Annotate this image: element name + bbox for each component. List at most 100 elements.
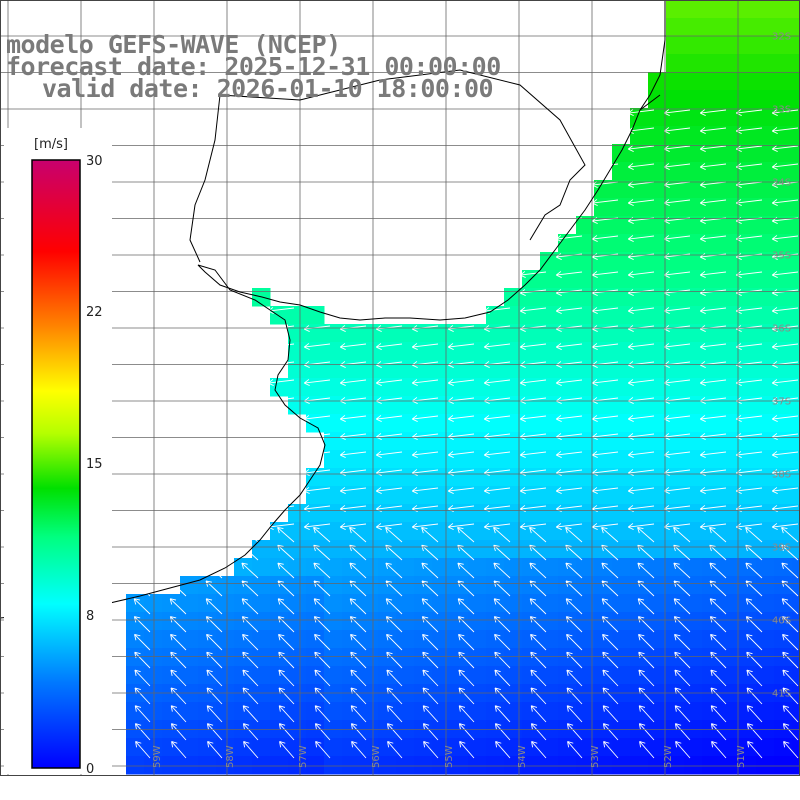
field-cell [324,702,343,721]
field-cell [180,756,199,775]
wind-arrow [531,740,547,759]
wind-arrow [386,705,403,723]
wind-arrow [493,526,511,543]
field-cell [756,450,775,469]
field-cell [792,648,800,667]
wind-arrow [303,415,331,422]
wind-arrow [278,723,295,741]
wind-arrow [422,669,439,687]
field-cell [540,270,559,289]
wind-arrow [339,415,367,422]
field-cell [756,126,775,145]
wind-arrow [241,544,259,561]
field-cell [702,666,721,685]
wind-arrow [771,397,799,404]
field-cell [414,702,433,721]
wind-arrow [267,325,295,332]
field-cell [540,450,559,469]
field-cell [504,414,523,433]
field-cell [648,522,667,541]
field-cell [792,450,800,469]
field-cell [648,126,667,145]
wind-arrow [483,379,511,386]
field-cell [612,378,631,397]
field-cell [180,612,199,631]
field-cell [288,630,307,649]
wind-arrow [735,379,763,386]
field-cell [234,648,253,667]
wind-arrow [457,526,475,543]
field-cell [540,324,559,343]
wind-arrow [674,705,691,723]
wind-arrow [699,235,727,242]
field-cell [396,522,415,541]
field-cell [792,108,800,127]
field-cell [774,0,793,19]
wind-arrow [735,523,763,530]
field-cell [738,756,757,775]
wind-arrow [555,397,583,404]
wind-arrow [746,633,763,651]
colorbar-ramp [31,159,81,769]
field-cell [162,702,181,721]
field-cell [216,756,235,775]
field-cell [594,666,613,685]
field-cell [576,378,595,397]
field-cell [756,0,775,19]
wind-arrow [422,633,439,651]
wind-arrow [601,562,619,579]
field-cell [720,234,739,253]
field-cell [720,414,739,433]
wind-arrow [710,705,727,723]
field-cell [270,756,289,775]
wind-arrow [565,544,583,561]
field-cell [720,540,739,559]
wind-arrow [591,307,619,314]
field-cell [576,702,595,721]
lat-label: 39S [772,543,791,554]
wind-arrow [673,544,691,561]
field-cell [324,432,343,451]
field-cell [486,702,505,721]
field-cell [648,504,667,523]
field-cell [684,126,703,145]
wind-arrow [386,723,403,741]
field-cell [180,576,199,595]
field-cell [576,504,595,523]
field-cell [288,558,307,577]
field-cell [270,702,289,721]
field-cell [756,468,775,487]
field-cell [414,738,433,757]
field-cell [756,72,775,91]
wind-arrow [303,397,331,404]
wind-arrow [591,523,619,530]
wind-arrow [771,127,799,134]
wind-arrow [314,669,331,687]
wind-arrow [349,526,367,543]
forecast-date: forecast date: 2025-12-31 00:00:00 [6,52,501,81]
field-cell [612,522,631,541]
wind-arrow [627,343,655,350]
field-cell [432,576,451,595]
field-cell [504,666,523,685]
wind-arrow [411,451,439,458]
field-cell [612,666,631,685]
wind-arrow [530,669,547,687]
wind-arrow [277,598,295,615]
wind-arrow [565,526,583,543]
field-cell [360,324,379,343]
field-cell [792,612,800,631]
wind-arrow [746,705,763,723]
field-cell [684,576,703,595]
field-cell [468,378,487,397]
wind-arrow [421,544,439,561]
wind-arrow [314,723,331,741]
field-cell [756,18,775,37]
wind-arrow [555,415,583,422]
wind-arrow [205,598,223,615]
field-cell [720,72,739,91]
wind-arrow [241,562,259,579]
field-cell [720,36,739,55]
field-cell [576,468,595,487]
wind-arrow [386,633,403,651]
